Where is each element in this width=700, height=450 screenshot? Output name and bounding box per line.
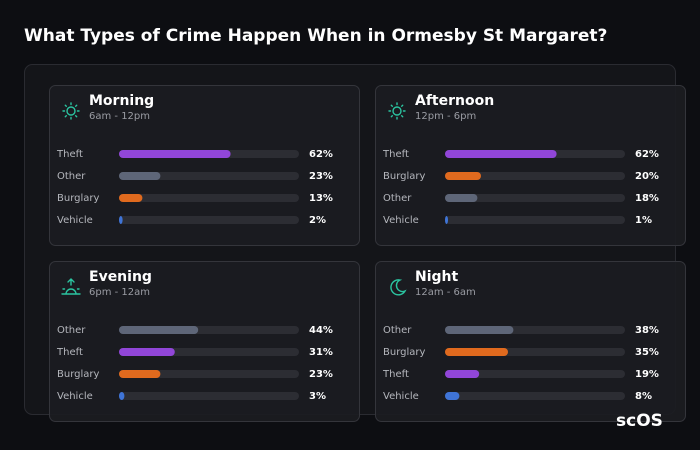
bar-track <box>445 370 625 378</box>
bar <box>119 172 161 180</box>
bar-track <box>445 392 625 400</box>
card-title: Morning <box>89 93 154 109</box>
bar-track <box>445 172 625 180</box>
value-label: 8% <box>635 391 652 402</box>
card <box>49 261 360 422</box>
category-label: Theft <box>382 369 409 380</box>
bar-track <box>445 216 625 224</box>
category-label: Vehicle <box>57 391 93 402</box>
bar <box>119 326 199 334</box>
category-label: Burglary <box>383 347 425 358</box>
icon-sunrise <box>61 278 81 295</box>
bar <box>119 348 175 356</box>
bar-track <box>445 194 625 202</box>
value-label: 20% <box>635 171 659 182</box>
card-subtitle: 12am - 6am <box>415 287 476 298</box>
card-subtitle: 6am - 12pm <box>89 111 150 122</box>
icon-moon <box>390 279 407 296</box>
category-label: Theft <box>56 347 83 358</box>
bar <box>445 172 481 180</box>
card <box>375 85 686 246</box>
category-label: Other <box>57 171 86 182</box>
bar-track <box>119 392 299 400</box>
bar <box>445 370 480 378</box>
value-label: 2% <box>309 215 326 226</box>
card <box>49 85 360 246</box>
bar <box>119 392 125 400</box>
brand-logo: scOS <box>616 411 663 431</box>
value-label: 1% <box>635 215 652 226</box>
value-label: 23% <box>309 171 333 182</box>
card-title: Evening <box>89 269 152 285</box>
bar <box>445 150 557 158</box>
category-label: Other <box>383 325 412 336</box>
category-label: Burglary <box>57 193 99 204</box>
card <box>375 261 686 422</box>
value-label: 44% <box>309 325 333 336</box>
bar <box>119 150 231 158</box>
icon-sun <box>388 102 406 120</box>
category-label: Theft <box>382 149 409 160</box>
card-title: Night <box>415 269 459 285</box>
category-label: Burglary <box>57 369 99 380</box>
value-label: 35% <box>635 347 659 358</box>
value-label: 13% <box>309 193 333 204</box>
bar <box>445 348 508 356</box>
value-label: 62% <box>635 149 659 160</box>
value-label: 19% <box>635 369 659 380</box>
value-label: 38% <box>635 325 659 336</box>
category-label: Burglary <box>383 171 425 182</box>
card-title: Afternoon <box>415 93 494 109</box>
category-label: Vehicle <box>57 215 93 226</box>
bar <box>445 216 448 224</box>
bar <box>445 392 460 400</box>
bar <box>445 326 514 334</box>
value-label: 23% <box>309 369 333 380</box>
value-label: 3% <box>309 391 326 402</box>
page-title: What Types of Crime Happen When in Ormes… <box>24 26 607 46</box>
category-label: Vehicle <box>383 391 419 402</box>
value-label: 31% <box>309 347 333 358</box>
card-subtitle: 12pm - 6pm <box>415 111 476 122</box>
value-label: 18% <box>635 193 659 204</box>
bar-track <box>119 216 299 224</box>
bar <box>119 370 161 378</box>
card-subtitle: 6pm - 12am <box>89 287 150 298</box>
category-label: Vehicle <box>383 215 419 226</box>
category-label: Theft <box>56 149 83 160</box>
bar <box>119 216 123 224</box>
cards: Morning 6am - 12pm Theft 62% Other 23% Burglar… <box>49 85 686 422</box>
bar <box>119 194 143 202</box>
bar-track <box>119 370 299 378</box>
bar-track <box>119 194 299 202</box>
icon-sun <box>62 102 80 120</box>
value-label: 62% <box>309 149 333 160</box>
bar-track <box>119 172 299 180</box>
category-label: Other <box>57 325 86 336</box>
bar <box>445 194 478 202</box>
category-label: Other <box>383 193 412 204</box>
